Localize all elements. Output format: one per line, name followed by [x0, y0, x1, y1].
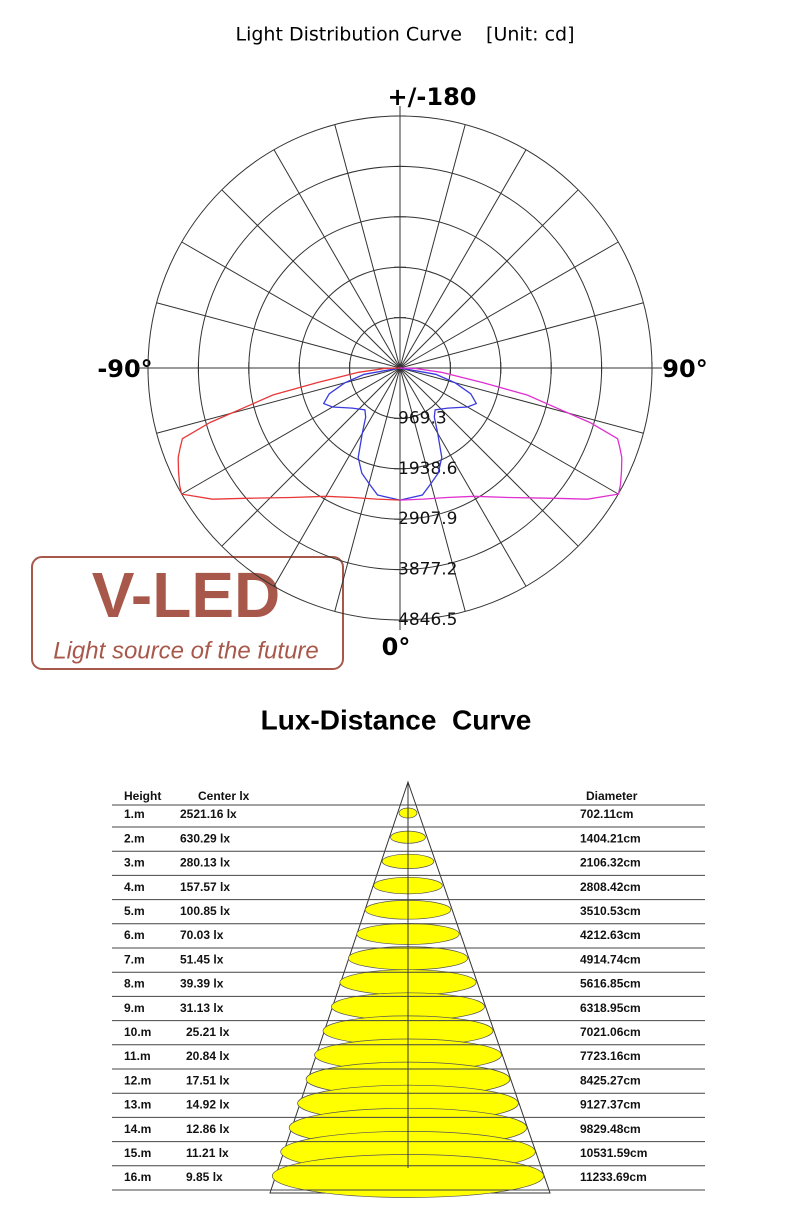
cell: 9127.37cm: [580, 1098, 641, 1112]
cell: 2521.16 lx: [180, 807, 237, 821]
cell: 6.m: [124, 928, 145, 942]
radial-line: [156, 367, 401, 434]
radial-line: [181, 367, 401, 495]
lux-table: Height Center lx Diameter 1.m 2521.16 lx 702.…: [112, 780, 705, 1198]
cell: 5.m: [124, 904, 145, 918]
radial-line: [399, 367, 579, 547]
cell: 6318.95cm: [580, 1001, 641, 1015]
radial-line: [334, 124, 401, 369]
radial-line: [399, 302, 644, 369]
logo-name: V-LED: [92, 559, 280, 631]
angle-label: +/-180: [388, 83, 477, 111]
logo-tagline: Light source of the future: [53, 637, 319, 664]
page-title: Light Distribution Curve [Unit: cd]: [235, 24, 574, 46]
cell: 13.m: [124, 1098, 151, 1112]
radial-line: [156, 302, 401, 369]
radial-line: [399, 367, 644, 434]
cell: 11.21 lx: [186, 1146, 229, 1160]
cell: 5616.85cm: [580, 977, 641, 991]
cell: 15.m: [124, 1146, 151, 1160]
cell: 70.03 lx: [180, 928, 224, 942]
cell: 39.39 lx: [180, 977, 224, 991]
cell: 25.21 lx: [186, 1025, 230, 1039]
cell: 8.m: [124, 977, 145, 991]
table-header: Diameter: [586, 789, 638, 803]
cell: 3.m: [124, 856, 145, 870]
cell: 8425.27cm: [580, 1073, 641, 1087]
radial-line: [399, 367, 527, 587]
cell: 280.13 lx: [180, 856, 230, 870]
angle-label: 0°: [382, 633, 411, 661]
cell: 12.m: [124, 1073, 151, 1087]
cell: 14.92 lx: [186, 1098, 230, 1112]
cell: 630.29 lx: [180, 831, 230, 845]
r-tick-label: 1938.6: [398, 459, 457, 479]
cell: 10531.59cm: [580, 1146, 647, 1160]
cell: 7021.06cm: [580, 1025, 641, 1039]
cell: 11.m: [124, 1049, 151, 1063]
cell: 2808.42cm: [580, 880, 641, 894]
radial-line: [221, 189, 401, 369]
radial-line: [181, 241, 401, 369]
r-tick-label: 969.3: [398, 408, 447, 428]
cell: 9.m: [124, 1001, 145, 1015]
cell: 2.m: [124, 831, 145, 845]
cell: 17.51 lx: [186, 1073, 230, 1087]
cell: 7.m: [124, 952, 145, 966]
radial-line: [221, 367, 401, 547]
cell: 20.84 lx: [186, 1049, 230, 1063]
r-tick-label: 3877.2: [398, 560, 457, 580]
cell: 7723.16cm: [580, 1049, 641, 1063]
cell: 3510.53cm: [580, 904, 641, 918]
angle-label: -90°: [97, 355, 152, 383]
curve: [177, 367, 401, 501]
radial-line: [273, 149, 401, 369]
r-tick-label: 4846.5: [398, 610, 457, 630]
cell: 4212.63cm: [580, 928, 641, 942]
cell: 157.57 lx: [180, 880, 230, 894]
angle-label: 90°: [662, 355, 707, 383]
radial-line: [273, 367, 401, 587]
radial-line: [399, 367, 619, 495]
cell: 16.m: [124, 1170, 151, 1184]
table-header: Height: [124, 789, 161, 803]
cell: 100.85 lx: [180, 904, 230, 918]
table-header: Center lx: [198, 789, 250, 803]
radial-line: [399, 149, 527, 369]
radial-line: [334, 367, 401, 612]
cell: 1404.21cm: [580, 831, 641, 845]
cell: 12.86 lx: [186, 1122, 230, 1136]
cell: 9829.48cm: [580, 1122, 641, 1136]
radial-line: [399, 124, 466, 369]
radial-line: [399, 367, 466, 612]
cell: 31.13 lx: [180, 1001, 224, 1015]
radial-line: [399, 189, 579, 369]
radial-line: [399, 241, 619, 369]
cell: 11233.69cm: [580, 1170, 647, 1184]
cell: 51.45 lx: [180, 952, 224, 966]
cell: 9.85 lx: [186, 1170, 223, 1184]
cell: 14.m: [124, 1122, 151, 1136]
cell: 1.m: [124, 807, 145, 821]
cell: 702.11cm: [580, 807, 633, 821]
curve: [399, 367, 623, 501]
logo: V-LED Light source of the future: [31, 556, 344, 670]
r-tick-label: 2907.9: [398, 509, 457, 529]
cell: 10.m: [124, 1025, 151, 1039]
cell: 4914.74cm: [580, 952, 641, 966]
lux-title: Lux-Distance Curve: [261, 704, 532, 735]
cell: 4.m: [124, 880, 145, 894]
cell: 2106.32cm: [580, 856, 641, 870]
